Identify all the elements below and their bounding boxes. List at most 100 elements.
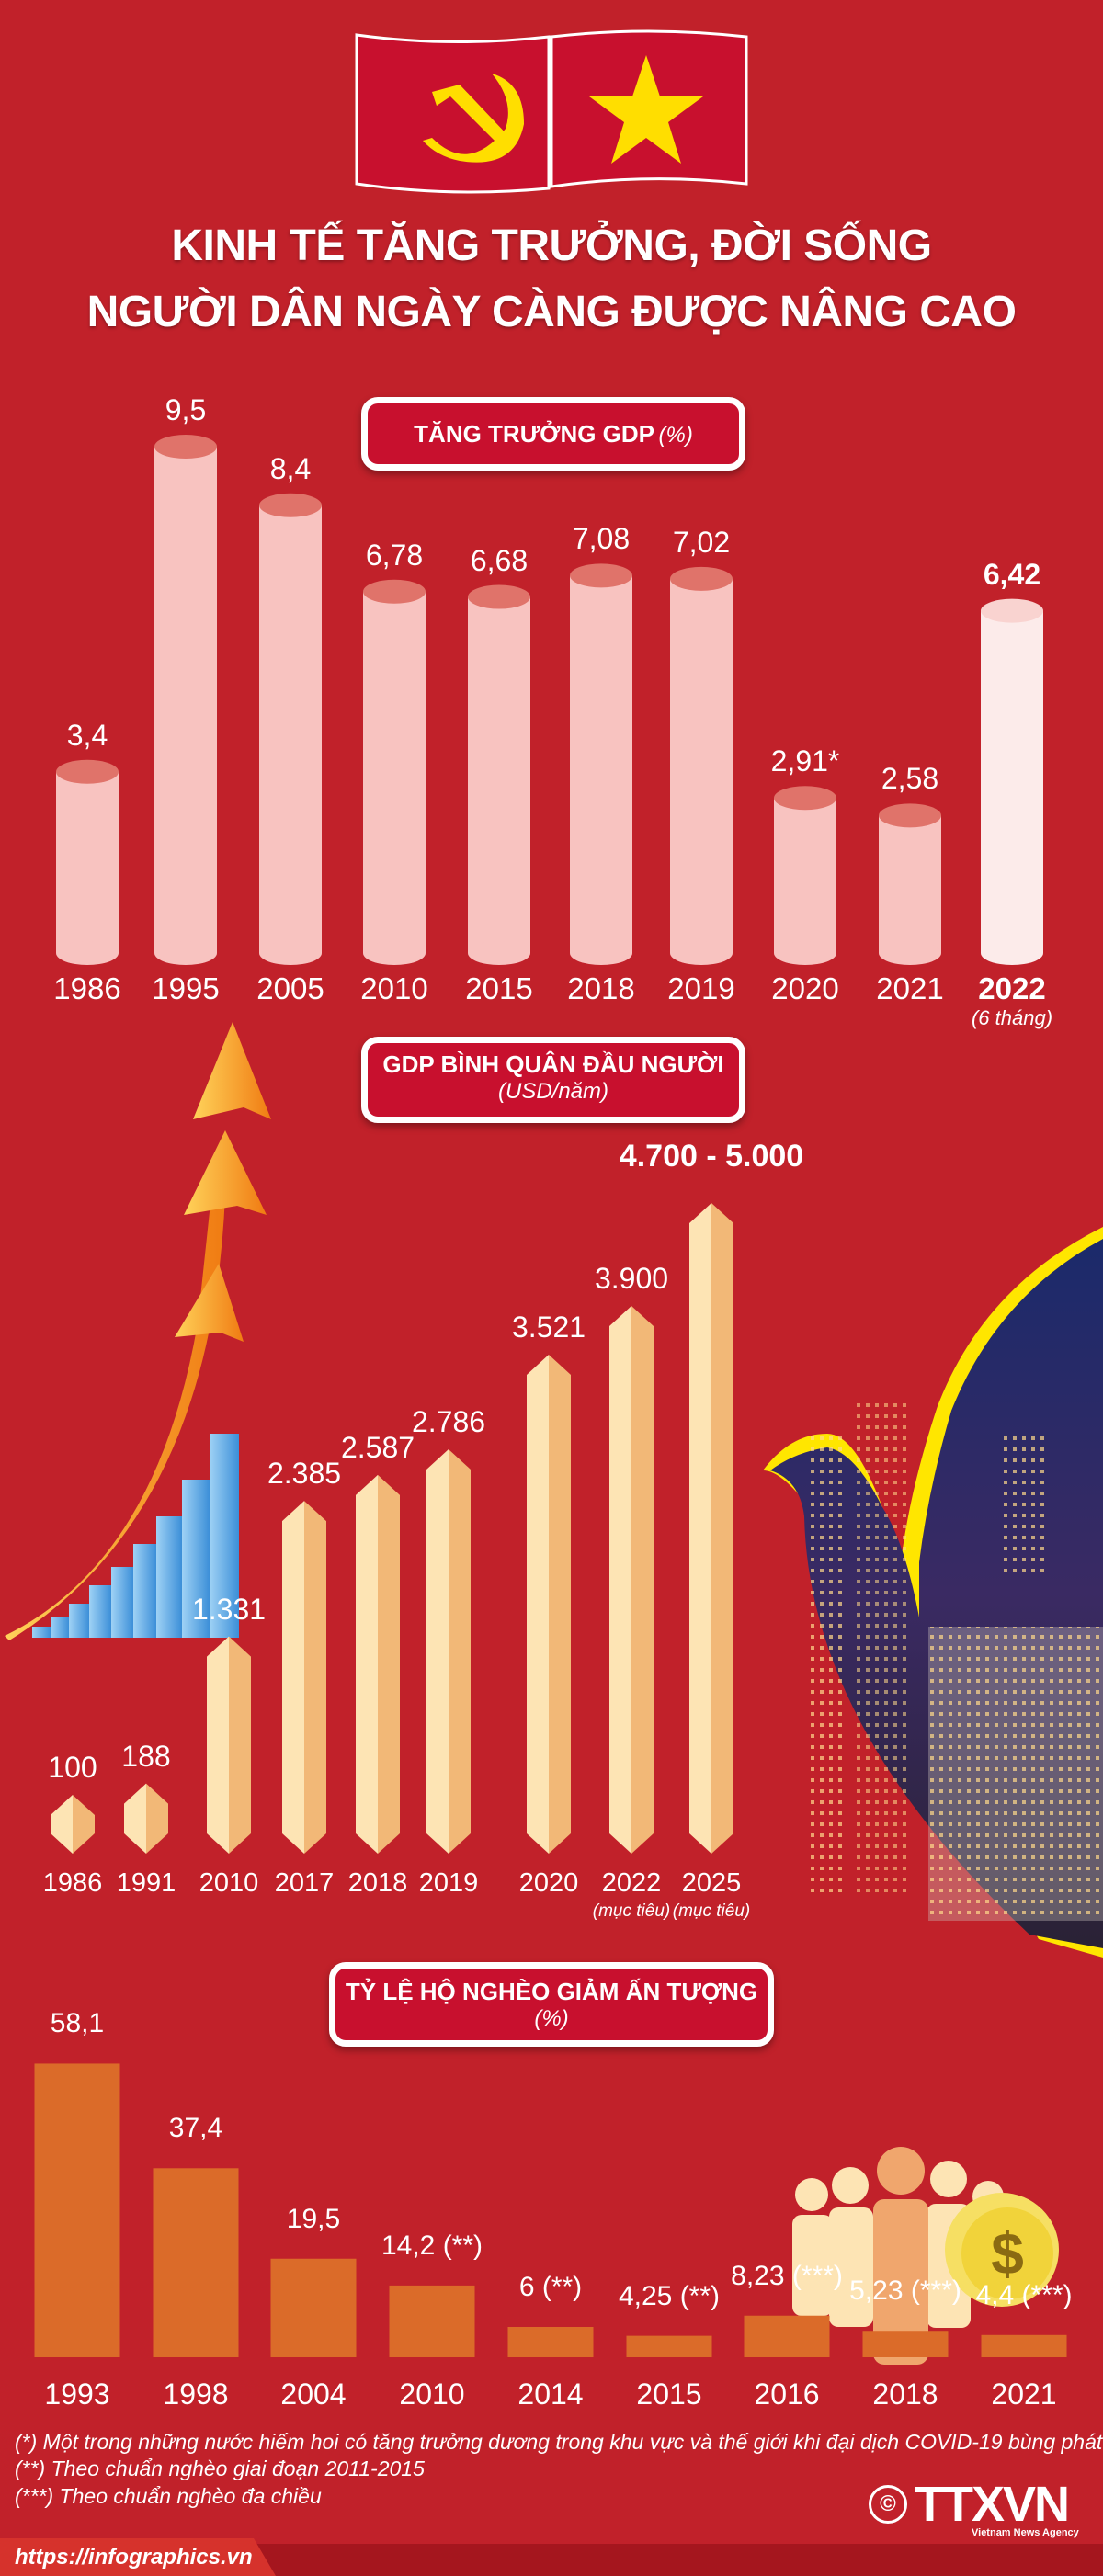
gdp-bar-top bbox=[468, 584, 530, 609]
gdp-growth-header: TĂNG TRƯỞNG GDP (%) bbox=[361, 397, 745, 471]
gdp-bar-bottom bbox=[981, 941, 1043, 965]
gdp-year-label: 2022 bbox=[978, 971, 1046, 1005]
gdp-bar-body bbox=[879, 815, 941, 953]
poverty-bar bbox=[507, 2327, 594, 2357]
gdp-year-label: 2021 bbox=[876, 971, 944, 1005]
per-capita-bar-left bbox=[282, 1501, 304, 1854]
per-capita-year-label: 2019 bbox=[418, 1868, 479, 1898]
per-capita-bar-right bbox=[449, 1448, 471, 1854]
per-capita-bar-left bbox=[124, 1783, 146, 1854]
gdp-bar-body bbox=[259, 505, 322, 953]
per-capita-bar-right bbox=[549, 1355, 571, 1854]
per-capita-value-label: 2.786 bbox=[411, 1404, 486, 1438]
gdp-year-label: 2015 bbox=[465, 971, 533, 1005]
gdp-bar-top bbox=[670, 566, 733, 591]
poverty-year-label: 1993 bbox=[44, 2377, 110, 2411]
gdp-bar-bottom bbox=[468, 941, 530, 965]
gdp-year-label: 2020 bbox=[771, 971, 839, 1005]
gdp-growth-title: TĂNG TRƯỞNG GDP bbox=[414, 420, 655, 448]
per-capita-value-label: 2.587 bbox=[340, 1430, 415, 1464]
per-capita-year-label: 2025 bbox=[681, 1868, 742, 1898]
per-capita-bar-right bbox=[631, 1306, 654, 1854]
gdp-per-capita-title: GDP BÌNH QUÂN ĐẦU NGƯỜI bbox=[382, 1050, 724, 1078]
footer-url-link[interactable]: https://infographics.vn bbox=[0, 2538, 276, 2576]
poverty-year-label: 1998 bbox=[163, 2377, 229, 2411]
poverty-value-label: 14,2 (**) bbox=[381, 2230, 483, 2261]
poverty-value-label: 4,4 (***) bbox=[975, 2279, 1073, 2310]
per-capita-year-note: (mục tiêu) bbox=[592, 1901, 671, 1921]
poverty-year-label: 2021 bbox=[991, 2377, 1057, 2411]
gdp-bar-bottom bbox=[259, 941, 322, 965]
per-capita-year-label: 2017 bbox=[274, 1868, 335, 1898]
per-capita-value-label: 2.385 bbox=[267, 1457, 342, 1491]
per-capita-bar-left bbox=[356, 1474, 378, 1854]
gdp-bar-body bbox=[670, 578, 733, 953]
poverty-value-label: 5,23 (***) bbox=[849, 2275, 961, 2307]
per-capita-value-label: 1.331 bbox=[191, 1592, 267, 1626]
gdp-per-capita-header: GDP BÌNH QUÂN ĐẦU NGƯỜI (USD/năm) bbox=[361, 1037, 745, 1123]
poverty-year-label: 2016 bbox=[754, 2377, 820, 2411]
gdp-year-label: 2018 bbox=[567, 971, 635, 1005]
gdp-value-label: 6,42 bbox=[983, 557, 1041, 591]
per-capita-bar-right bbox=[711, 1203, 733, 1854]
poverty-title: TỶ LỆ HỘ NGHÈO GIẢM ẤN TƯỢNG bbox=[345, 1978, 758, 2005]
title-line-2: NGƯỜI DÂN NGÀY CÀNG ĐƯỢC NÂNG CAO bbox=[86, 288, 1017, 336]
gdp-bar-top bbox=[363, 579, 426, 604]
logo-tagline: Vietnam News Agency bbox=[972, 2527, 1079, 2538]
gdp-bar-top bbox=[570, 563, 632, 588]
party-flag-icon bbox=[355, 33, 551, 194]
poverty-bar bbox=[981, 2334, 1067, 2357]
gdp-bar-top bbox=[879, 803, 941, 828]
per-capita-bar-left bbox=[51, 1795, 73, 1854]
gdp-bar-bottom bbox=[363, 941, 426, 965]
vietnam-flag-icon bbox=[550, 29, 748, 188]
poverty-bar bbox=[389, 2285, 475, 2357]
gdp-value-label: 2,91* bbox=[770, 744, 840, 778]
gdp-year-note: (6 tháng) bbox=[971, 1006, 1053, 1029]
gdp-per-capita-unit: (USD/năm) bbox=[497, 1079, 608, 1104]
gdp-bar-body bbox=[981, 610, 1043, 953]
gdp-value-label: 6,78 bbox=[365, 538, 424, 572]
gdp-value-label: 9,5 bbox=[165, 393, 207, 426]
per-capita-bar-right bbox=[304, 1501, 326, 1854]
copyright-icon: © bbox=[869, 2485, 907, 2524]
gdp-bar-body bbox=[56, 771, 119, 953]
per-capita-value-label: 4.700 - 5.000 bbox=[619, 1139, 804, 1174]
per-capita-value-label: 3.900 bbox=[594, 1262, 669, 1295]
poverty-year-label: 2010 bbox=[399, 2377, 465, 2411]
per-capita-year-label: 1991 bbox=[116, 1868, 176, 1898]
per-capita-bar-right bbox=[229, 1636, 251, 1854]
footnote-3: (***) Theo chuẩn nghèo đa chiều bbox=[15, 2484, 322, 2508]
gdp-bar-body bbox=[570, 575, 632, 953]
poverty-bar bbox=[744, 2315, 830, 2357]
gdp-bar-bottom bbox=[774, 941, 836, 965]
per-capita-bar-left bbox=[207, 1636, 229, 1854]
per-capita-value-label: 3.521 bbox=[511, 1311, 586, 1345]
gdp-value-label: 6,68 bbox=[470, 543, 529, 577]
gdp-growth-unit: (%) bbox=[658, 423, 693, 448]
gdp-bar-body bbox=[468, 596, 530, 953]
poverty-year-label: 2015 bbox=[636, 2377, 702, 2411]
per-capita-year-label: 2020 bbox=[518, 1868, 579, 1898]
gdp-value-label: 8,4 bbox=[269, 451, 312, 485]
per-capita-year-note: (mục tiêu) bbox=[672, 1901, 751, 1921]
poverty-year-label: 2004 bbox=[280, 2377, 347, 2411]
gdp-year-label: 1986 bbox=[53, 971, 121, 1005]
gdp-bar-top bbox=[981, 598, 1043, 623]
gdp-value-label: 2,58 bbox=[881, 762, 939, 796]
poverty-year-label: 2014 bbox=[517, 2377, 584, 2411]
per-capita-year-label: 2018 bbox=[347, 1868, 408, 1898]
per-capita-bar-right bbox=[146, 1783, 168, 1854]
per-capita-year-label: 2010 bbox=[199, 1868, 259, 1898]
gdp-bar-bottom bbox=[56, 941, 119, 965]
gdp-value-label: 7,02 bbox=[672, 525, 731, 559]
poverty-value-label: 4,25 (**) bbox=[618, 2280, 721, 2311]
gdp-bar-top bbox=[56, 759, 119, 784]
per-capita-year-label: 1986 bbox=[42, 1868, 103, 1898]
poverty-unit: (%) bbox=[534, 2006, 569, 2031]
poverty-bar bbox=[862, 2331, 949, 2357]
gdp-bar-bottom bbox=[879, 941, 941, 965]
gdp-bar-body bbox=[154, 447, 217, 953]
